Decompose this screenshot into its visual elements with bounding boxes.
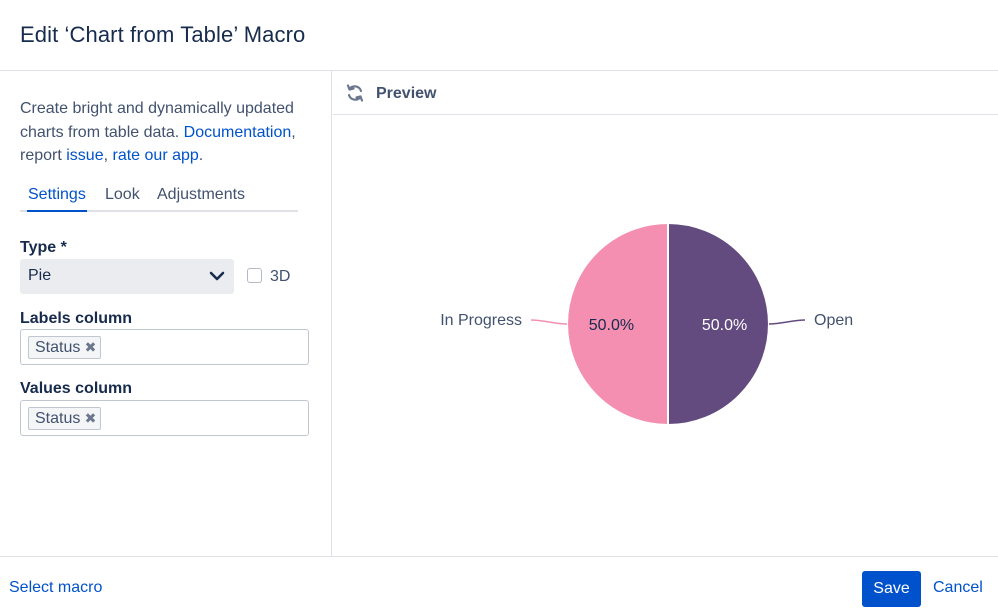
- remove-chip-icon[interactable]: ✖: [84, 339, 97, 355]
- documentation-link[interactable]: Documentation: [183, 123, 292, 141]
- labels-column-input[interactable]: Status ✖: [20, 329, 309, 365]
- values-column-input[interactable]: Status ✖: [20, 400, 309, 436]
- dialog-title: Edit ‘Chart from Table’ Macro: [20, 22, 306, 47]
- tab-settings[interactable]: Settings: [28, 186, 86, 203]
- threed-label: 3D: [270, 268, 291, 285]
- preview-label: Preview: [376, 85, 437, 102]
- pie-category-label: Open: [814, 312, 853, 329]
- type-select-value: Pie: [28, 267, 52, 284]
- chevron-down-icon: [209, 271, 225, 281]
- settings-tabs: Settings Look Adjustments: [20, 183, 298, 212]
- type-label: Type *: [20, 239, 67, 256]
- select-macro-link[interactable]: Select macro: [9, 579, 103, 596]
- pie-chart: 50.0% Open 50.0% In Progress: [440, 221, 853, 427]
- tab-look[interactable]: Look: [105, 186, 140, 203]
- values-column-chip-text: Status: [35, 410, 81, 427]
- threed-checkbox[interactable]: [247, 268, 262, 283]
- labels-column-chip-text: Status: [35, 339, 81, 356]
- tab-adjustments[interactable]: Adjustments: [157, 186, 246, 203]
- refresh-icon[interactable]: [345, 83, 365, 103]
- rate-app-link[interactable]: rate our app: [112, 147, 199, 164]
- preview-header: Preview: [333, 71, 998, 115]
- remove-chip-icon[interactable]: ✖: [84, 410, 97, 426]
- pie-category-label: In Progress: [440, 312, 522, 329]
- save-button[interactable]: Save: [862, 571, 921, 607]
- dialog-footer: Select macro Save Cancel: [0, 556, 998, 611]
- values-column-label: Values column: [20, 380, 133, 397]
- labels-column-label: Labels column: [20, 310, 133, 327]
- type-select[interactable]: Pie: [20, 259, 234, 294]
- values-column-chip: Status ✖: [28, 407, 102, 430]
- pie-data-label: 50.0%: [589, 317, 634, 334]
- dialog-header: Edit ‘Chart from Table’ Macro: [0, 0, 998, 71]
- preview-panel: Preview 50.0% Open 50.0% In Progress: [333, 71, 998, 556]
- pie-data-label: 50.0%: [702, 317, 747, 334]
- settings-panel: Create bright and dynamically updated ch…: [0, 71, 332, 556]
- pie-leader-line: [768, 319, 806, 325]
- labels-column-chip: Status ✖: [28, 336, 102, 359]
- active-tab-indicator: [27, 210, 87, 212]
- pie-leader-line: [530, 319, 568, 325]
- macro-description: Create bright and dynamically updated ch…: [20, 100, 296, 164]
- cancel-link[interactable]: Cancel: [933, 579, 983, 596]
- issue-link[interactable]: issue: [66, 147, 104, 164]
